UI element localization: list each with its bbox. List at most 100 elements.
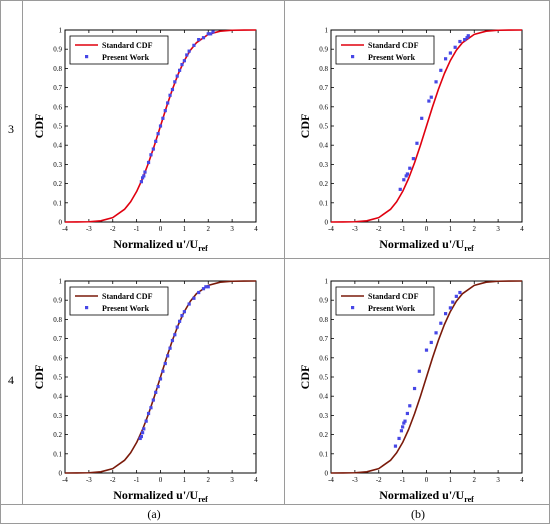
series-point-present-work [206,285,210,289]
x-tick-label: 0 [425,476,429,484]
x-tick-label: 3 [496,225,500,233]
y-tick-label: 0.7 [53,84,62,92]
y-tick-label: 0.5 [53,374,62,382]
y-tick-label: 0.6 [319,354,328,362]
series-point-present-work [424,348,429,352]
series-point-present-work [173,80,177,84]
y-tick-label: 0.3 [319,412,328,420]
x-tick-label: 1 [183,476,187,484]
series-point-present-work [161,116,165,120]
series-point-present-work [139,180,143,184]
chart-panel-4: -4 -3 -2 -1 0 1 2 3 4 0 0.1 0.2 0.3 0.4 0.5 0.6 0.7 0.8 0.… [298,278,524,505]
y-tick-label: 0.8 [319,65,328,73]
series-point-present-work [408,404,412,408]
y-tick-label: 0.7 [319,335,328,343]
series-point-present-work [405,411,409,416]
x-tick-label: -1 [400,225,406,233]
legend-marker-swatch [351,55,355,59]
series-point-present-work [168,346,172,350]
x-tick-label: 3 [230,225,234,233]
series-point-present-work [439,321,443,325]
x-axis-label: Normalized u'/Uref [379,237,474,253]
series-point-present-work [448,51,452,55]
y-tick-label: 0.1 [53,450,62,458]
series-point-present-work [402,421,406,425]
series-point-present-work [201,287,206,291]
series-point-present-work [170,338,175,343]
series-point-present-work [144,419,148,423]
series-point-present-work [458,39,462,44]
series-point-present-work [434,331,438,335]
series-point-present-work [415,141,419,145]
series-point-present-work [154,139,158,143]
legend-label-present-work: Present Work [102,53,150,62]
x-tick-label: 4 [520,476,524,484]
series-point-present-work [412,386,417,391]
x-tick-label: 0 [159,476,163,484]
y-axis-label: CDF [298,365,312,390]
y-tick-label: 0.1 [53,199,62,207]
x-axis-label-subscript: ref [198,495,208,504]
caption-a: (a) [147,507,160,521]
series-point-present-work [175,325,179,329]
series-point-present-work [185,53,189,57]
y-tick-label: 0.1 [319,450,328,458]
series-point-present-work [163,361,167,366]
x-tick-label: -3 [86,476,92,484]
x-tick-label: 2 [207,225,211,233]
y-axis-label: CDF [32,365,46,390]
series-point-present-work [454,294,458,298]
series-point-present-work [142,427,146,431]
series-point-present-work [439,68,443,72]
x-axis-label: Normalized u'/Uref [379,488,474,504]
series-point-present-work [168,93,172,97]
series-point-present-work [408,166,412,170]
chart-panel-2: -4 -3 -2 -1 0 1 2 3 4 0 0.1 0.2 0.3 0.4 0.5 0.6 0.7 0.8 0.… [298,27,524,254]
series-point-present-work [192,43,196,47]
x-tick-label: 3 [496,476,500,484]
x-tick-label: 2 [473,225,477,233]
x-tick-label: 1 [449,476,453,484]
series-point-present-work [201,36,206,40]
chart-panel-3: -4 -3 -2 -1 0 1 2 3 4 0 0.1 0.2 0.3 0.4 0.5 0.6 0.7 0.8 0.… [32,278,258,505]
y-tick-label: 0.9 [53,297,62,305]
row-label-4: 4 [8,373,14,387]
series-point-present-work [402,178,406,182]
series-point-present-work [403,419,407,423]
series-point-present-work [393,444,398,448]
y-tick-label: 0.4 [319,393,328,401]
y-tick-label: 0 [59,219,63,227]
series-point-present-work [166,354,170,358]
x-tick-label: 2 [473,476,477,484]
series-point-present-work [398,187,402,191]
y-tick-label: 0.6 [53,354,62,362]
series-point-present-work [163,109,167,113]
series-point-present-work [187,302,191,306]
y-tick-label: 0.5 [319,123,328,131]
legend-box [69,35,169,65]
series-point-present-work [192,296,196,300]
y-axis-label: CDF [298,114,312,139]
y-tick-label: 0.2 [53,180,62,188]
series-point-present-work [158,377,163,381]
y-tick-label: 0.4 [53,142,62,150]
series-point-present-work [197,38,201,42]
series-line-standard-cdf [330,29,523,223]
legend-label-present-work: Present Work [368,304,416,313]
series-point-present-work [140,176,145,180]
x-axis-label: Normalized u'/Uref [113,237,208,253]
x-tick-label: 4 [254,225,258,233]
y-tick-label: 0.3 [53,161,62,169]
series-point-present-work [142,174,146,178]
y-tick-label: 1 [59,278,63,286]
series-line-standard-cdf [330,280,523,474]
y-axis-label: CDF [32,114,46,139]
y-tick-label: 0.6 [53,103,62,111]
series-point-present-work [397,436,401,441]
series-point-present-work [154,390,158,394]
x-tick-label: 0 [159,225,163,233]
y-tick-label: 0.7 [319,84,328,92]
chart-panels: -4 -3 -2 -1 0 1 2 3 4 0 0.1 0.2 0.3 0.4 0.5 0.6 0.7 0.8 0.… [32,27,524,505]
series-point-present-work [399,429,404,433]
